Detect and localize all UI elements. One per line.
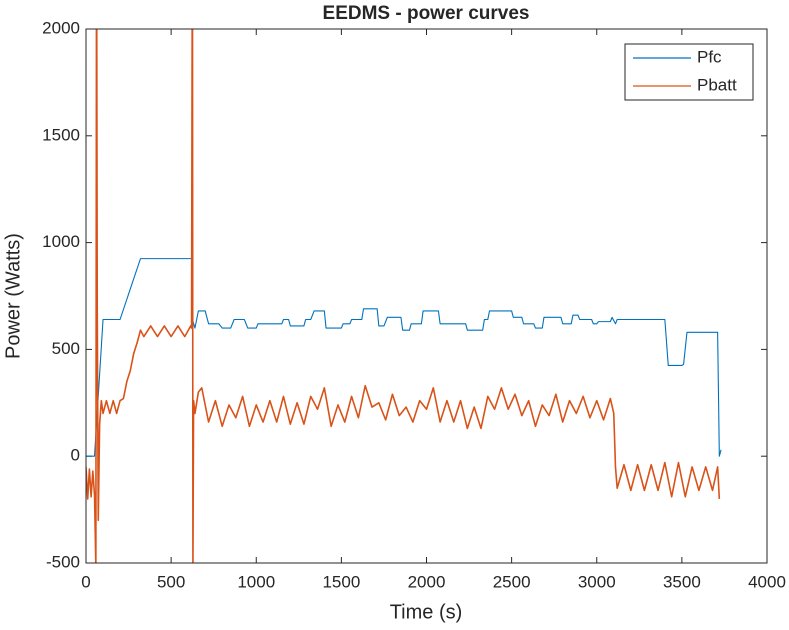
x-tick-label: 500: [157, 572, 185, 591]
legend-label: Pbatt: [697, 75, 737, 94]
x-tick-label: 2500: [493, 572, 531, 591]
x-tick-label: 2000: [408, 572, 446, 591]
x-tick-label: 1000: [237, 572, 275, 591]
x-tick-label: 4000: [748, 572, 786, 591]
y-tick-label: 1500: [42, 125, 80, 144]
y-tick-label: 1000: [42, 232, 80, 251]
y-tick-label: 2000: [42, 18, 80, 37]
y-tick-label: 500: [52, 339, 80, 358]
series-line: [86, 29, 721, 563]
axes-box: [85, 28, 768, 564]
x-tick-label: 3000: [578, 572, 616, 591]
x-axis-label: Time (s): [390, 601, 463, 623]
x-tick-label: 3500: [663, 572, 701, 591]
y-axis-label: Power (Watts): [2, 233, 24, 359]
series-line: [86, 258, 722, 457]
x-tick-label: 0: [81, 572, 90, 591]
legend-label: Pfc: [697, 47, 722, 66]
chart-title: EEDMS - power curves: [323, 3, 530, 24]
legend-box: [624, 43, 754, 101]
plot-area: [86, 29, 722, 563]
y-tick-label: 0: [71, 446, 80, 465]
x-tick-label: 1500: [322, 572, 360, 591]
y-tick-label: -500: [46, 552, 80, 571]
